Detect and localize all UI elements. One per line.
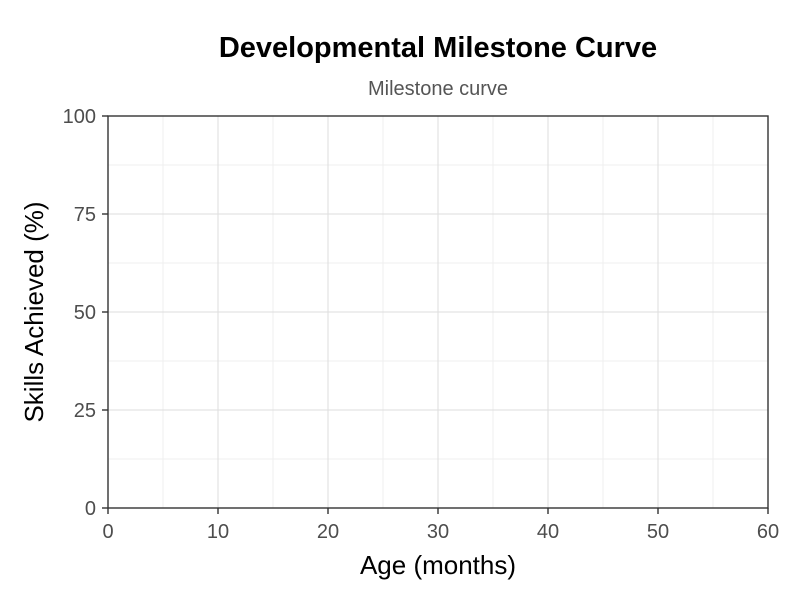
chart-title: Developmental Milestone Curve — [219, 32, 657, 64]
chart-subtitle: Milestone curve — [368, 78, 508, 100]
x-tick-label: 60 — [757, 521, 779, 543]
y-tick-label: 100 — [63, 106, 96, 128]
y-axis-title: Skills Achieved (%) — [19, 201, 49, 422]
x-tick-label: 20 — [317, 521, 339, 543]
x-tick-label: 0 — [102, 521, 113, 543]
x-tick-label: 30 — [427, 521, 449, 543]
y-tick-label: 25 — [74, 400, 96, 422]
x-tick-label: 40 — [537, 521, 559, 543]
x-tick-label: 10 — [207, 521, 229, 543]
y-tick-label: 50 — [74, 302, 96, 324]
y-tick-label: 75 — [74, 204, 96, 226]
x-axis-title: Age (months) — [360, 550, 516, 580]
axis-ticks: 0 10 20 30 40 50 60 0 25 50 75 100 — [63, 106, 780, 543]
grid-lines — [107, 115, 769, 509]
y-tick-label: 0 — [85, 498, 96, 520]
x-tick-label: 50 — [647, 521, 669, 543]
